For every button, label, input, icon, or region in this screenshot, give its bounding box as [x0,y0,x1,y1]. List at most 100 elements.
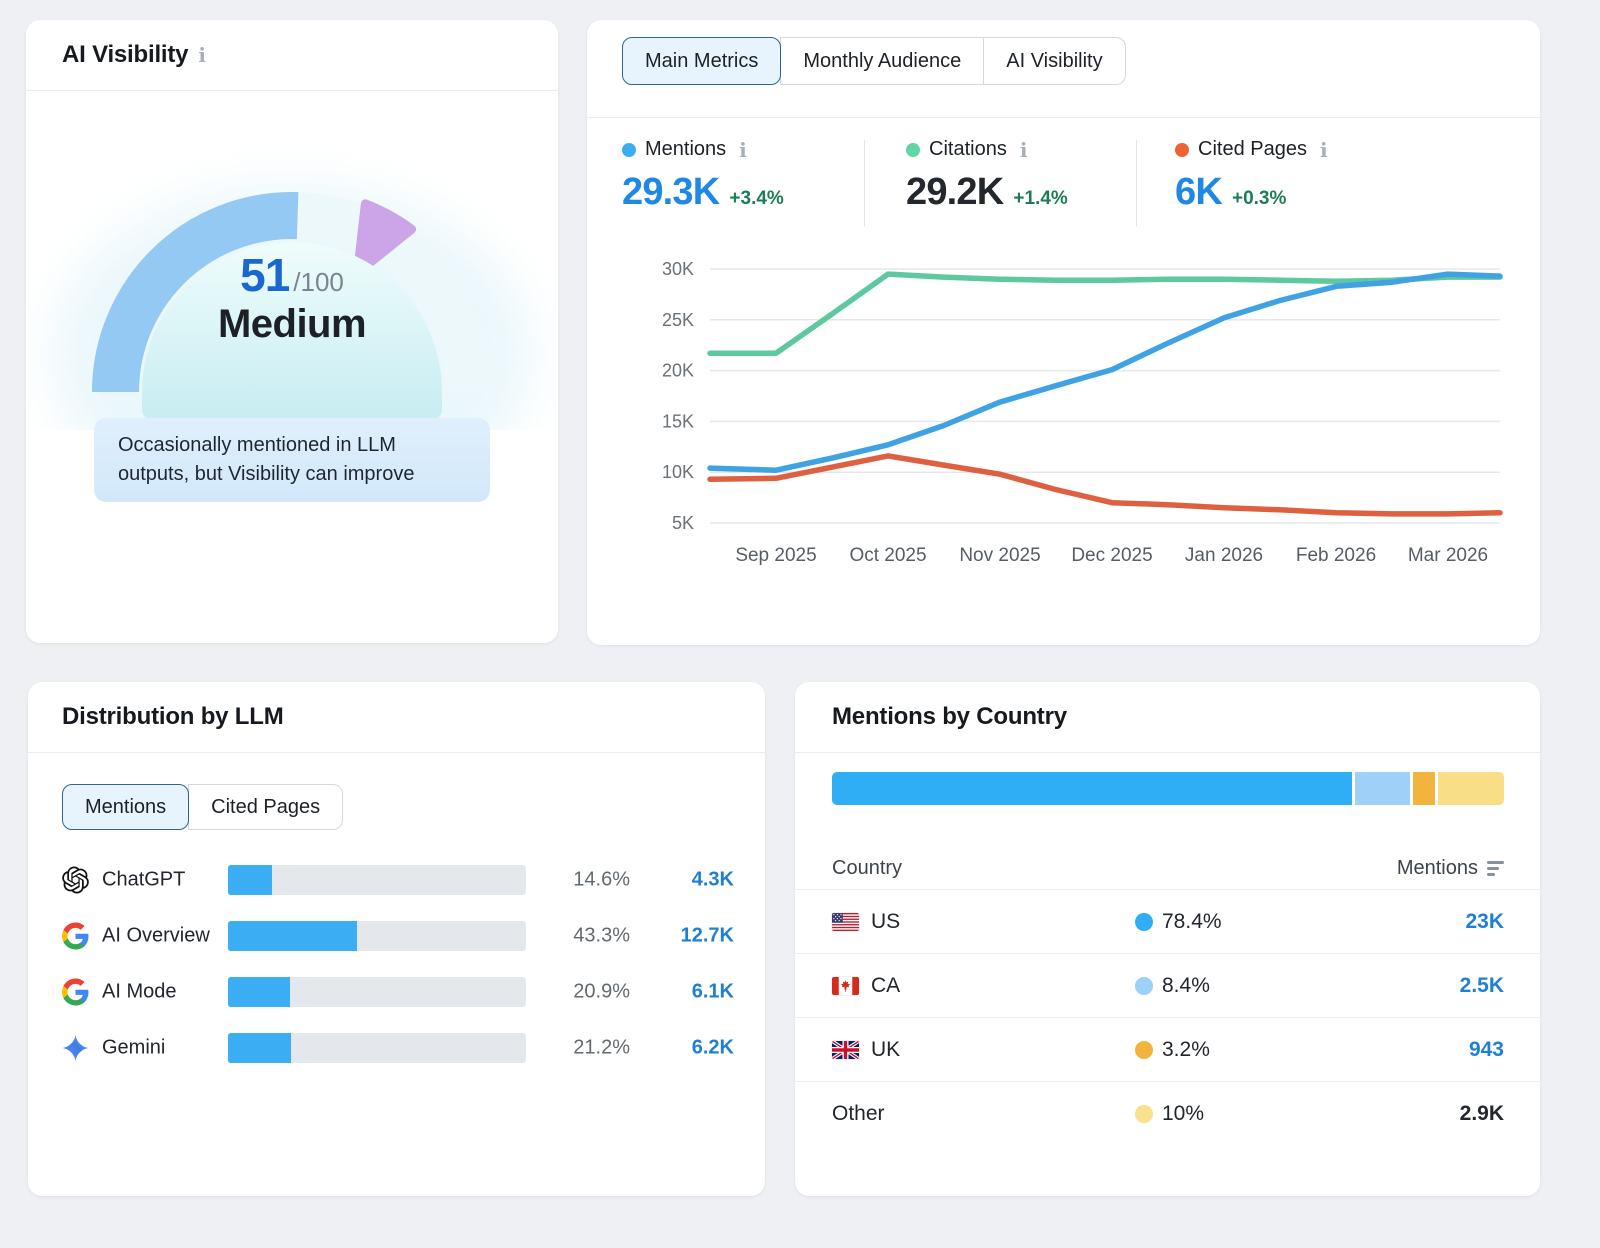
llm-bar-fill [228,921,358,951]
chart-y-label: 30K [662,259,694,279]
chart-series [707,271,1503,517]
tab-monthly-audience[interactable]: Monthly Audience [780,37,985,85]
llm-rows: ChatGPT 14.6% 4.3K AI Overview 43.3% 12.… [62,852,734,1076]
llm-row-gemini: Gemini 21.2% 6.2K [62,1020,734,1076]
country-row-uk: UK 3.2% 943 [795,1017,1540,1081]
gauge-fill-arc [92,192,492,393]
tab-ai-visibility[interactable]: AI Visibility [983,37,1126,85]
chart-x-label: Dec 2025 [1071,545,1152,566]
metrics-tabgroup: Main Metrics Monthly Audience AI Visibil… [622,37,1126,85]
chart-x-label: Jan 2026 [1185,545,1263,566]
mentions-by-country-card: Mentions by Country Country Mentions US … [795,682,1540,1196]
country-pct: 78.4% [1162,909,1222,933]
country-share-bar [832,772,1504,805]
country-code: CA [871,973,901,997]
country-card-title: Mentions by Country [832,703,1067,730]
tab-mentions[interactable]: Mentions [62,784,190,830]
ai-visibility-title: AI Visibility [62,41,189,68]
chart-x-axis: Sep 2025 Oct 2025 Nov 2025 Dec 2025 Jan … [735,545,1488,566]
llm-pct: 20.9% [573,980,630,1003]
us-flag-icon [832,912,859,931]
metric-divider [1136,140,1137,226]
country-value: 2.9K [1459,1101,1504,1125]
llm-bar-track [228,921,526,951]
metric-delta: +3.4% [729,188,784,209]
info-icon[interactable]: i [198,43,206,67]
citations-line [707,271,1503,357]
country-row-us: US 78.4% 23K [795,889,1540,953]
llm-bar-fill [228,865,272,895]
column-header-mentions: Mentions [1396,856,1478,879]
metric-label: Citations [929,138,1007,160]
llm-row-chatgpt: ChatGPT 14.6% 4.3K [62,852,734,908]
info-icon[interactable]: i [1319,137,1328,162]
sort-desc-icon[interactable] [1487,860,1504,876]
metric-label: Cited Pages [1198,138,1307,160]
metrics-chart: 30K 25K 20K 15K 10K 5K Sep 2025 Oct 2025… [622,257,1505,578]
uk-flag-icon [832,1040,859,1059]
llm-row-ai-mode: AI Mode 20.9% 6.1K [62,964,734,1020]
llm-pct: 43.3% [573,924,630,947]
metric-value: 6K [1175,171,1223,213]
llm-name: Gemini [102,1036,166,1059]
chart-x-label: Feb 2026 [1296,545,1376,566]
bar-segment-uk [1413,772,1435,805]
country-table-header: Country Mentions [832,847,1504,889]
metrics-card: Main Metrics Monthly Audience AI Visibil… [587,20,1540,645]
country-rows: US 78.4% 23K CA 8.4% 2.5K UK 3.2% 943 Ot… [795,889,1540,1145]
llm-bar-track [228,977,526,1007]
country-dot [1135,912,1153,931]
chart-y-axis: 30K 25K 20K 15K 10K 5K [662,259,694,533]
llm-tabgroup: Mentions Cited Pages [62,784,344,830]
chart-x-label: Sep 2025 [735,545,816,566]
llm-card-title: Distribution by LLM [62,703,284,730]
llm-value-link[interactable]: 12.7K [680,924,734,947]
chart-y-label: 20K [662,361,694,381]
llm-name: AI Overview [102,924,210,947]
ai-visibility-card: AI Visibility i 51/100 Medium Occasional… [26,20,558,643]
bar-segment-ca [1354,772,1411,805]
mentions-line [707,271,1503,473]
google-icon [62,978,89,1006]
tab-main-metrics[interactable]: Main Metrics [622,37,782,85]
country-dot [1135,976,1153,995]
country-card-header: Mentions by Country [795,682,1540,753]
ai-visibility-card-header: AI Visibility i [26,20,558,91]
llm-value-link[interactable]: 6.2K [691,1036,734,1059]
metric-divider [864,140,865,226]
country-pct: 8.4% [1162,973,1210,997]
country-value-link[interactable]: 23K [1465,909,1504,933]
country-code: US [871,909,901,933]
llm-value-link[interactable]: 6.1K [691,980,734,1003]
chart-x-label: Mar 2026 [1408,545,1488,566]
llm-pct: 21.2% [573,1036,630,1059]
metric-cited-pages: Cited Pages i 6K +0.3% [1175,138,1328,214]
citations-legend-dot [906,142,920,157]
llm-value-link[interactable]: 4.3K [691,868,734,891]
country-row-other: Other 10% 2.9K [795,1081,1540,1145]
bar-segment-other [1437,772,1504,805]
metric-value: 29.3K [622,171,720,213]
tab-cited-pages[interactable]: Cited Pages [188,784,344,830]
chart-x-label: Oct 2025 [849,545,926,566]
cited-pages-legend-dot [1175,142,1189,157]
metric-delta: +0.3% [1231,188,1287,209]
chart-y-label: 25K [662,310,694,330]
llm-bar-fill [228,977,291,1007]
gauge-description: Occasionally mentioned in LLM outputs, b… [94,418,490,502]
chart-gridlines [710,268,1500,524]
google-icon [62,922,89,950]
country-code: Other [832,1101,885,1125]
llm-card-header: Distribution by LLM [28,682,765,753]
llm-name: ChatGPT [102,868,186,891]
info-icon[interactable]: i [739,137,747,162]
country-value-link[interactable]: 2.5K [1459,973,1504,997]
country-value-link[interactable]: 943 [1468,1037,1504,1061]
llm-pct: 14.6% [573,868,630,891]
llm-row-ai-overview: AI Overview 43.3% 12.7K [62,908,734,964]
chatgpt-icon [62,866,89,894]
chart-x-label: Nov 2025 [959,545,1040,566]
metric-value: 29.2K [906,171,1004,213]
info-icon[interactable]: i [1019,137,1028,162]
